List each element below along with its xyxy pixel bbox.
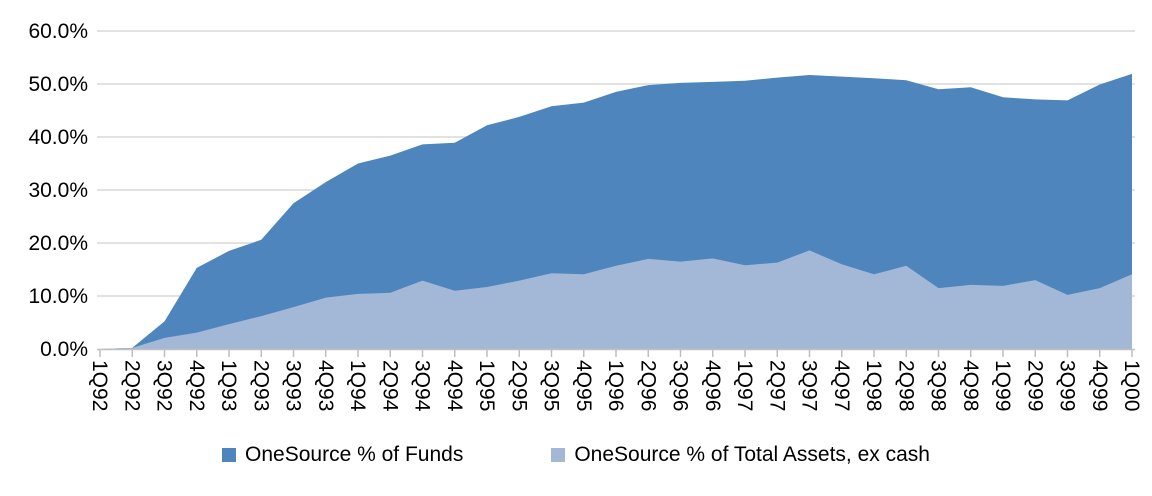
svg-text:50.0%: 50.0% bbox=[28, 73, 88, 96]
svg-text:4Q93: 4Q93 bbox=[314, 360, 337, 411]
svg-text:2Q93: 2Q93 bbox=[249, 360, 272, 411]
svg-text:4Q94: 4Q94 bbox=[443, 360, 466, 412]
svg-text:3Q97: 3Q97 bbox=[798, 360, 821, 411]
svg-text:4Q97: 4Q97 bbox=[830, 360, 853, 411]
svg-text:4Q96: 4Q96 bbox=[701, 360, 724, 411]
legend-label-funds: OneSource % of Funds bbox=[245, 443, 464, 466]
svg-text:2Q96: 2Q96 bbox=[636, 360, 659, 411]
legend-swatch-assets-icon bbox=[551, 448, 566, 462]
svg-text:1Q00: 1Q00 bbox=[1120, 360, 1143, 411]
svg-text:2Q95: 2Q95 bbox=[507, 360, 530, 411]
legend-item-assets: OneSource % of Total Assets, ex cash bbox=[551, 443, 930, 467]
svg-text:2Q94: 2Q94 bbox=[378, 360, 401, 412]
svg-text:3Q96: 3Q96 bbox=[669, 360, 692, 411]
svg-text:4Q98: 4Q98 bbox=[959, 360, 982, 411]
svg-text:4Q92: 4Q92 bbox=[185, 360, 208, 411]
legend-swatch-funds-icon bbox=[222, 448, 237, 462]
legend: OneSource % of Funds OneSource % of Tota… bbox=[0, 440, 1152, 470]
svg-text:3Q93: 3Q93 bbox=[282, 360, 305, 411]
svg-text:10.0%: 10.0% bbox=[28, 285, 88, 308]
svg-text:4Q99: 4Q99 bbox=[1088, 360, 1111, 411]
svg-text:3Q94: 3Q94 bbox=[411, 360, 434, 412]
svg-text:1Q95: 1Q95 bbox=[475, 360, 498, 411]
svg-text:0.0%: 0.0% bbox=[40, 338, 88, 361]
svg-text:2Q99: 2Q99 bbox=[1023, 360, 1046, 411]
svg-text:3Q95: 3Q95 bbox=[540, 360, 563, 411]
svg-text:2Q98: 2Q98 bbox=[894, 360, 917, 411]
svg-text:1Q92: 1Q92 bbox=[88, 360, 111, 411]
svg-text:1Q96: 1Q96 bbox=[604, 360, 627, 411]
svg-text:1Q99: 1Q99 bbox=[991, 360, 1014, 411]
svg-text:60.0%: 60.0% bbox=[28, 20, 88, 43]
svg-text:20.0%: 20.0% bbox=[28, 232, 88, 255]
svg-text:2Q97: 2Q97 bbox=[765, 360, 788, 411]
svg-text:2Q92: 2Q92 bbox=[120, 360, 143, 411]
svg-text:1Q93: 1Q93 bbox=[217, 360, 240, 411]
svg-text:3Q92: 3Q92 bbox=[153, 360, 176, 411]
svg-text:3Q99: 3Q99 bbox=[1056, 360, 1079, 411]
legend-item-funds: OneSource % of Funds bbox=[222, 443, 463, 467]
svg-text:30.0%: 30.0% bbox=[28, 179, 88, 202]
svg-text:1Q97: 1Q97 bbox=[733, 360, 756, 411]
plot-area: 0.0% 10.0% 20.0% 30.0% 40.0% 50.0% 60.0% 1Q92 2Q… bbox=[28, 20, 1143, 412]
legend-label-assets: OneSource % of Total Assets, ex cash bbox=[574, 443, 930, 466]
svg-text:1Q94: 1Q94 bbox=[346, 360, 369, 412]
svg-text:3Q98: 3Q98 bbox=[927, 360, 950, 411]
svg-text:40.0%: 40.0% bbox=[28, 126, 88, 149]
svg-text:4Q95: 4Q95 bbox=[572, 360, 595, 411]
svg-text:1Q98: 1Q98 bbox=[862, 360, 885, 411]
